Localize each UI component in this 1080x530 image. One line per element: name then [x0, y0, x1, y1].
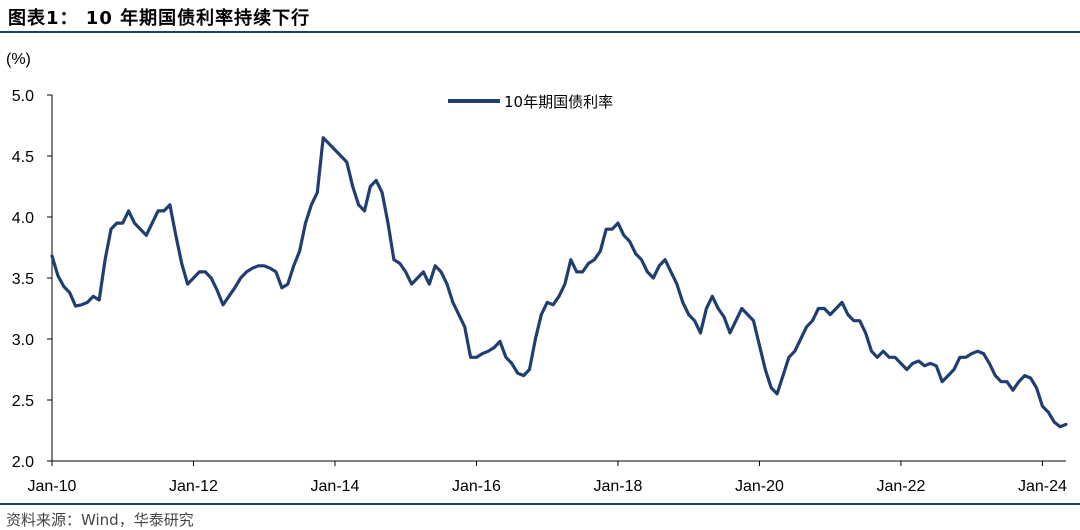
y-tick-label: 2.0 [12, 454, 34, 471]
series-layer [50, 136, 1068, 429]
legend-label: 10年期国债利率 [504, 93, 613, 111]
x-tick-label: Jan-14 [311, 478, 360, 495]
source-note: 资料来源：Wind，华泰研究 [6, 511, 194, 529]
chart-title: 图表1： 10 年期国债利率持续下行 [8, 8, 311, 29]
x-tick-label: Jan-20 [735, 478, 784, 495]
y-tick-label: 3.0 [12, 332, 34, 349]
x-axis: Jan-10 Jan-12 Jan-14 Jan-16 Jan-18 Jan-20 Jan-… [28, 460, 1067, 495]
x-tick-label: Jan-16 [452, 478, 501, 495]
y-axis: 5.0 4.5 4.0 3.5 3.0 2.5 2.0 [12, 88, 53, 471]
title-divider [0, 31, 1080, 33]
y-axis-label: (%) [6, 51, 31, 68]
title-bar: 图表1： 10 年期国债利率持续下行 [0, 0, 1080, 33]
footer-divider [0, 503, 1080, 505]
line-chart: (%) 5.04.54.03.53.02.52.0 Jan-10 Jan-12 Ja… [6, 51, 1068, 495]
series-line [50, 136, 1068, 429]
y-tick-label: 3.5 [12, 271, 34, 288]
y-tick-label: 4.5 [12, 149, 34, 166]
x-tick-label: Jan-10 [28, 478, 77, 495]
x-tick-label: Jan-22 [876, 478, 925, 495]
y-tick-label: 4.0 [12, 210, 34, 227]
y-tick-label: 5.0 [12, 88, 34, 105]
legend: 10年期国债利率 [448, 93, 613, 111]
x-tick-label: Jan-18 [593, 478, 642, 495]
x-tick-label: Jan-12 [169, 478, 218, 495]
y-tick-label: 2.5 [12, 393, 34, 410]
x-tick-label: Jan-24 [1018, 478, 1067, 495]
